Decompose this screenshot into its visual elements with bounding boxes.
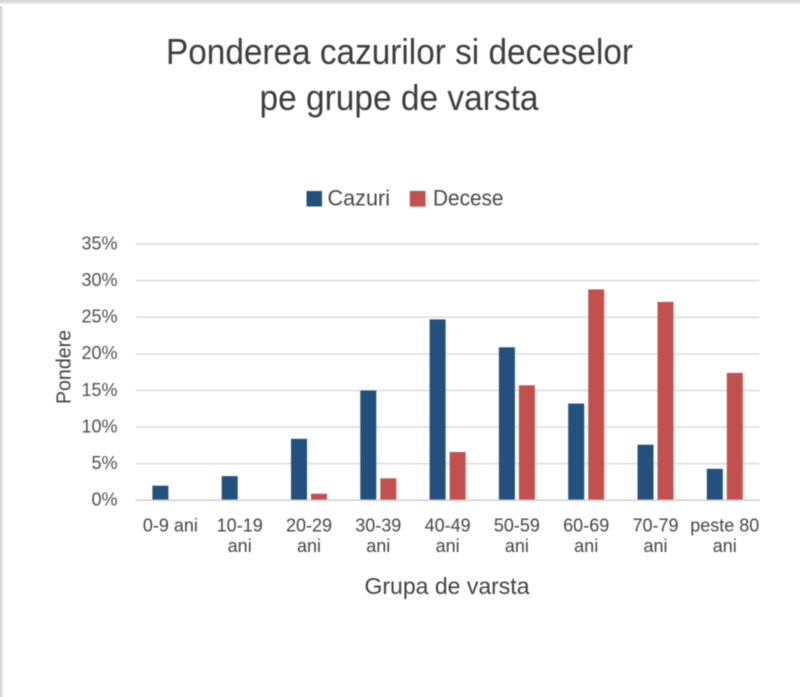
svg-text:20%: 20% — [81, 343, 117, 363]
svg-text:Cazuri: Cazuri — [328, 186, 391, 211]
svg-text:ani: ani — [228, 536, 252, 556]
svg-text:ani: ani — [436, 536, 460, 556]
svg-text:5%: 5% — [91, 453, 117, 473]
svg-text:50-59: 50-59 — [494, 516, 540, 536]
svg-text:25%: 25% — [81, 307, 117, 327]
svg-text:30%: 30% — [81, 270, 117, 290]
svg-text:40-49: 40-49 — [425, 516, 471, 536]
svg-text:pe grupe de varsta: pe grupe de varsta — [260, 77, 540, 118]
svg-text:Ponderea cazurilor si deceselo: Ponderea cazurilor si deceselor — [166, 31, 633, 72]
svg-text:35%: 35% — [81, 233, 117, 253]
svg-text:Grupa de varsta: Grupa de varsta — [365, 573, 530, 599]
svg-text:ani: ani — [366, 536, 390, 556]
svg-text:ani: ani — [505, 536, 529, 556]
svg-text:70-79: 70-79 — [632, 516, 678, 536]
svg-text:0%: 0% — [91, 490, 117, 510]
svg-text:Decese: Decese — [433, 186, 504, 211]
svg-text:peste 80: peste 80 — [690, 516, 759, 536]
svg-text:15%: 15% — [81, 380, 117, 400]
svg-text:ani: ani — [297, 536, 321, 556]
svg-text:0-9 ani: 0-9 ani — [143, 516, 198, 536]
svg-text:10-19: 10-19 — [217, 516, 263, 536]
svg-text:ani: ani — [643, 536, 667, 556]
svg-text:60-69: 60-69 — [563, 516, 609, 536]
svg-text:10%: 10% — [81, 416, 117, 436]
svg-text:ani: ani — [574, 536, 598, 556]
svg-text:20-29: 20-29 — [286, 516, 332, 536]
svg-text:30-39: 30-39 — [355, 516, 401, 536]
svg-text:ani: ani — [713, 536, 737, 556]
svg-text:Pondere: Pondere — [54, 330, 76, 404]
